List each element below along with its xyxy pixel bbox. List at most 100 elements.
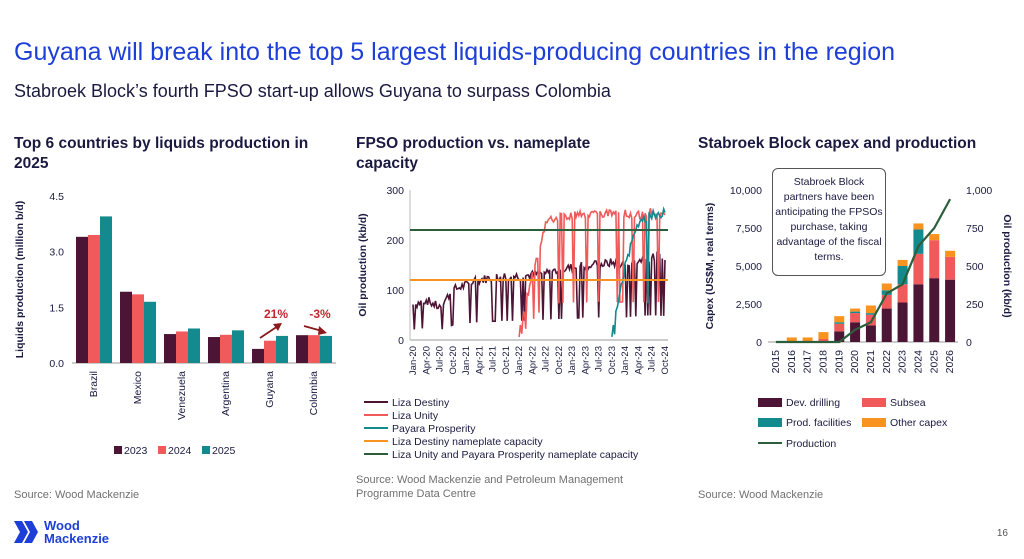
chart1-bar	[100, 216, 112, 363]
chart2-legend-label: Liza Destiny	[392, 397, 450, 409]
chart2-xtick: Oct-20	[448, 346, 459, 375]
chart2-xtick: Jan-24	[620, 346, 631, 375]
chart1-bar	[188, 328, 200, 363]
chart1-bar	[308, 335, 320, 363]
chart3-bar-segment	[850, 308, 861, 312]
chart3-ytick: 5,000	[736, 261, 762, 273]
chart3-y2label: Oil production (kb/d)	[1001, 214, 1013, 317]
chart2-legend-label: Liza Destiny nameplate capacity	[392, 436, 543, 448]
chart1-annotation: -3%	[309, 307, 331, 321]
chart3-xtick: 2020	[849, 350, 861, 374]
chart1-legend-label: 2023	[124, 445, 148, 457]
chart3-y2tick: 250	[966, 299, 984, 311]
chart2-xtick: Jul-21	[488, 346, 499, 372]
chart1-bar	[208, 337, 220, 363]
chart3-production-line	[775, 198, 952, 344]
chart1-bar	[320, 335, 332, 363]
chart3-xtick: 2018	[817, 350, 829, 374]
chart3-y2tick: 500	[966, 261, 984, 273]
chart2-xtick: Jan-20	[408, 346, 419, 375]
chart2-xtick: Apr-21	[474, 346, 485, 375]
logo-line1: Wood	[44, 518, 80, 533]
chart2-legend-label: Payara Prosperity	[392, 423, 476, 435]
chart1-bar	[252, 348, 264, 363]
chart3-source: Source: Wood Mackenzie	[698, 489, 824, 501]
chart2-xtick: Jan-21	[461, 346, 472, 375]
chart2-series-line	[611, 206, 666, 337]
chart3-bar-segment	[913, 253, 924, 285]
chart3-bar-segment	[897, 302, 908, 342]
chart3-bar-segment	[802, 337, 813, 342]
chart1-bar	[276, 335, 288, 363]
chart1-source: Source: Wood Mackenzie	[14, 489, 140, 501]
chart3-title: Stabroek Block capex and production	[698, 135, 977, 152]
chart3-xtick: 2017	[802, 350, 814, 374]
chart2-legend-label: Liza Unity and Payara Prosperity namepla…	[392, 449, 639, 461]
chart1-xtick: Mexico	[132, 371, 144, 404]
chart3-xtick: 2024	[912, 350, 924, 374]
page-title: Guyana will break into the top 5 largest…	[14, 38, 896, 66]
chart1-bar	[220, 334, 232, 363]
chart2-xtick: Jul-22	[541, 346, 552, 372]
chart1-annotation-arrowhead	[273, 323, 282, 331]
chart1-ytick: 4.5	[49, 191, 64, 203]
chart1-bar	[164, 334, 176, 363]
chart3-bar-segment	[865, 305, 876, 314]
chart2-xtick: Jul-20	[435, 346, 446, 372]
chart3-bar-segment	[913, 229, 924, 254]
chart3-y2tick: 750	[966, 223, 984, 235]
chart3-bar-segment	[834, 323, 845, 332]
chart1-xtick: Colombia	[308, 371, 320, 416]
chart1-bar	[264, 340, 276, 363]
chart3-bar-segment	[897, 284, 908, 303]
chart3-xtick: 2022	[881, 350, 893, 374]
chart2-xtick: Oct-22	[554, 346, 565, 375]
chart1-legend-label: 2024	[168, 445, 192, 457]
chart2-ylabel: Oil production (kb/d)	[357, 213, 369, 316]
chart1-legend-label: 2025	[212, 445, 236, 457]
chart1-xtick: Guyana	[264, 371, 276, 408]
chart3-xtick: 2023	[897, 350, 909, 374]
chart2-xtick: Apr-23	[580, 346, 591, 375]
chart3-bar-segment	[945, 250, 956, 257]
chart1-annotation: 21%	[264, 307, 288, 321]
chart3-bar-segment	[834, 322, 845, 324]
chart3-bar-segment	[818, 332, 829, 339]
chart1-bar	[88, 234, 100, 363]
chart3-bar-segment	[913, 223, 924, 230]
chart2-xtick: Jul-23	[594, 346, 605, 372]
chart2-legend-label: Liza Unity	[392, 410, 439, 422]
chart3-bar-segment	[881, 294, 892, 309]
chart3-legend-label: Prod. facilities	[786, 417, 851, 429]
chart1-title: Top 6 countries by liquids production in…	[14, 135, 309, 172]
chart3-ytick: 10,000	[730, 185, 762, 197]
chart3-xtick: 2019	[833, 350, 845, 374]
chart1-annotation-arrowhead	[318, 326, 327, 335]
chart1-legend-swatch	[114, 446, 122, 454]
chart3-ytick: 2,500	[736, 299, 762, 311]
chart3-bar-segment	[865, 313, 876, 315]
chart3-bar-segment	[881, 283, 892, 291]
chart2-xtick: Apr-20	[421, 346, 432, 375]
chart3-xtick: 2025	[928, 350, 940, 374]
chart3-bar-segment	[897, 259, 908, 266]
chart3-bar-segment	[929, 240, 940, 279]
chart1-bar	[176, 331, 188, 363]
chart3-bar-segment	[850, 311, 861, 314]
wood-mackenzie-logo: Wood Mackenzie	[14, 519, 134, 549]
chart3-bar-segment	[945, 279, 956, 342]
chart1-legend-swatch	[158, 446, 166, 454]
chart3-ytick: 7,500	[736, 223, 762, 235]
chart3-legend-swatch	[758, 418, 782, 427]
chart3-bar-segment	[834, 316, 845, 323]
chart3-y2tick: 0	[966, 337, 972, 349]
chart3-legend-label: Other capex	[890, 417, 948, 429]
chart1-bar	[132, 294, 144, 363]
chart1-xtick: Argentina	[220, 371, 232, 416]
chart3-bar-segment	[786, 337, 797, 342]
chart3-bar-segment	[913, 284, 924, 342]
chart1-xtick: Brazil	[88, 371, 100, 397]
chart2-xtick: Jan-22	[514, 346, 525, 375]
